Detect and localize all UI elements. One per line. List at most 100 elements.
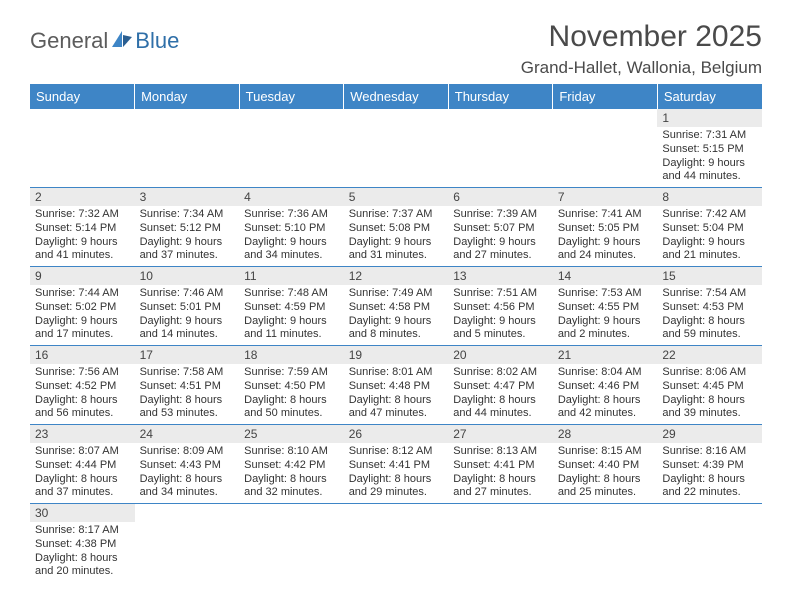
day-number: 17	[135, 346, 240, 364]
sunrise-line: Sunrise: 8:04 AM	[558, 366, 653, 380]
sunset-line: Sunset: 4:48 PM	[349, 380, 444, 394]
day-content: Sunrise: 8:17 AMSunset: 4:38 PMDaylight:…	[30, 522, 135, 582]
sunrise-line: Sunrise: 7:37 AM	[349, 208, 444, 222]
sunrise-line: Sunrise: 7:54 AM	[662, 287, 757, 301]
calendar-day-cell	[135, 109, 240, 188]
sunset-line: Sunset: 5:15 PM	[662, 143, 757, 157]
day-number: 18	[239, 346, 344, 364]
sunrise-line: Sunrise: 7:56 AM	[35, 366, 130, 380]
weekday-header: Tuesday	[239, 84, 344, 109]
sunset-line: Sunset: 4:58 PM	[349, 301, 444, 315]
calendar-week-row: 9Sunrise: 7:44 AMSunset: 5:02 PMDaylight…	[30, 267, 762, 346]
calendar-day-cell: 3Sunrise: 7:34 AMSunset: 5:12 PMDaylight…	[135, 188, 240, 267]
calendar-day-cell: 22Sunrise: 8:06 AMSunset: 4:45 PMDayligh…	[657, 346, 762, 425]
day-content: Sunrise: 7:51 AMSunset: 4:56 PMDaylight:…	[448, 285, 553, 345]
daylight-line: Daylight: 9 hours and 14 minutes.	[140, 315, 235, 343]
calendar-day-cell	[344, 504, 449, 583]
day-number: 6	[448, 188, 553, 206]
day-number: 22	[657, 346, 762, 364]
sunset-line: Sunset: 4:53 PM	[662, 301, 757, 315]
calendar-table: Sunday Monday Tuesday Wednesday Thursday…	[30, 84, 762, 582]
day-number: 3	[135, 188, 240, 206]
daylight-line: Daylight: 9 hours and 37 minutes.	[140, 236, 235, 264]
calendar-day-cell: 27Sunrise: 8:13 AMSunset: 4:41 PMDayligh…	[448, 425, 553, 504]
calendar-day-cell: 20Sunrise: 8:02 AMSunset: 4:47 PMDayligh…	[448, 346, 553, 425]
day-content: Sunrise: 8:09 AMSunset: 4:43 PMDaylight:…	[135, 443, 240, 503]
calendar-day-cell: 15Sunrise: 7:54 AMSunset: 4:53 PMDayligh…	[657, 267, 762, 346]
day-number: 28	[553, 425, 658, 443]
sunset-line: Sunset: 5:04 PM	[662, 222, 757, 236]
daylight-line: Daylight: 9 hours and 21 minutes.	[662, 236, 757, 264]
sunrise-line: Sunrise: 7:42 AM	[662, 208, 757, 222]
daylight-line: Daylight: 8 hours and 42 minutes.	[558, 394, 653, 422]
day-number: 13	[448, 267, 553, 285]
calendar-day-cell	[239, 109, 344, 188]
logo: General Blue	[30, 28, 179, 54]
sunrise-line: Sunrise: 8:10 AM	[244, 445, 339, 459]
month-title: November 2025	[521, 20, 762, 54]
weekday-header: Saturday	[657, 84, 762, 109]
calendar-week-row: 2Sunrise: 7:32 AMSunset: 5:14 PMDaylight…	[30, 188, 762, 267]
calendar-day-cell: 26Sunrise: 8:12 AMSunset: 4:41 PMDayligh…	[344, 425, 449, 504]
day-content: Sunrise: 7:32 AMSunset: 5:14 PMDaylight:…	[30, 206, 135, 266]
day-content: Sunrise: 8:13 AMSunset: 4:41 PMDaylight:…	[448, 443, 553, 503]
day-content: Sunrise: 7:42 AMSunset: 5:04 PMDaylight:…	[657, 206, 762, 266]
daylight-line: Daylight: 8 hours and 59 minutes.	[662, 315, 757, 343]
day-content: Sunrise: 7:41 AMSunset: 5:05 PMDaylight:…	[553, 206, 658, 266]
daylight-line: Daylight: 9 hours and 31 minutes.	[349, 236, 444, 264]
calendar-week-row: 16Sunrise: 7:56 AMSunset: 4:52 PMDayligh…	[30, 346, 762, 425]
calendar-day-cell: 17Sunrise: 7:58 AMSunset: 4:51 PMDayligh…	[135, 346, 240, 425]
sunrise-line: Sunrise: 7:36 AM	[244, 208, 339, 222]
day-number: 9	[30, 267, 135, 285]
calendar-day-cell: 6Sunrise: 7:39 AMSunset: 5:07 PMDaylight…	[448, 188, 553, 267]
sunset-line: Sunset: 4:44 PM	[35, 459, 130, 473]
day-content: Sunrise: 8:16 AMSunset: 4:39 PMDaylight:…	[657, 443, 762, 503]
sunset-line: Sunset: 4:45 PM	[662, 380, 757, 394]
day-number: 20	[448, 346, 553, 364]
location: Grand-Hallet, Wallonia, Belgium	[521, 58, 762, 78]
sunrise-line: Sunrise: 8:13 AM	[453, 445, 548, 459]
sunrise-line: Sunrise: 7:46 AM	[140, 287, 235, 301]
calendar-day-cell	[135, 504, 240, 583]
sunrise-line: Sunrise: 8:16 AM	[662, 445, 757, 459]
calendar-day-cell	[239, 504, 344, 583]
day-content: Sunrise: 7:44 AMSunset: 5:02 PMDaylight:…	[30, 285, 135, 345]
day-content: Sunrise: 8:06 AMSunset: 4:45 PMDaylight:…	[657, 364, 762, 424]
day-content: Sunrise: 7:49 AMSunset: 4:58 PMDaylight:…	[344, 285, 449, 345]
day-content: Sunrise: 7:37 AMSunset: 5:08 PMDaylight:…	[344, 206, 449, 266]
calendar-day-cell: 23Sunrise: 8:07 AMSunset: 4:44 PMDayligh…	[30, 425, 135, 504]
day-number: 19	[344, 346, 449, 364]
calendar-day-cell: 21Sunrise: 8:04 AMSunset: 4:46 PMDayligh…	[553, 346, 658, 425]
daylight-line: Daylight: 9 hours and 44 minutes.	[662, 157, 757, 185]
day-number: 2	[30, 188, 135, 206]
sunset-line: Sunset: 4:42 PM	[244, 459, 339, 473]
daylight-line: Daylight: 9 hours and 11 minutes.	[244, 315, 339, 343]
day-content: Sunrise: 7:48 AMSunset: 4:59 PMDaylight:…	[239, 285, 344, 345]
calendar-day-cell: 16Sunrise: 7:56 AMSunset: 4:52 PMDayligh…	[30, 346, 135, 425]
daylight-line: Daylight: 9 hours and 27 minutes.	[453, 236, 548, 264]
day-number: 8	[657, 188, 762, 206]
day-content: Sunrise: 7:53 AMSunset: 4:55 PMDaylight:…	[553, 285, 658, 345]
weekday-header: Monday	[135, 84, 240, 109]
sunset-line: Sunset: 4:46 PM	[558, 380, 653, 394]
daylight-line: Daylight: 9 hours and 34 minutes.	[244, 236, 339, 264]
calendar-day-cell	[553, 109, 658, 188]
day-content: Sunrise: 8:02 AMSunset: 4:47 PMDaylight:…	[448, 364, 553, 424]
sunset-line: Sunset: 5:05 PM	[558, 222, 653, 236]
daylight-line: Daylight: 8 hours and 22 minutes.	[662, 473, 757, 501]
day-content: Sunrise: 7:46 AMSunset: 5:01 PMDaylight:…	[135, 285, 240, 345]
daylight-line: Daylight: 8 hours and 34 minutes.	[140, 473, 235, 501]
daylight-line: Daylight: 8 hours and 50 minutes.	[244, 394, 339, 422]
logo-text-blue: Blue	[135, 28, 179, 54]
day-content: Sunrise: 7:39 AMSunset: 5:07 PMDaylight:…	[448, 206, 553, 266]
sunrise-line: Sunrise: 7:48 AM	[244, 287, 339, 301]
sunset-line: Sunset: 5:08 PM	[349, 222, 444, 236]
sunset-line: Sunset: 4:59 PM	[244, 301, 339, 315]
calendar-day-cell: 30Sunrise: 8:17 AMSunset: 4:38 PMDayligh…	[30, 504, 135, 583]
day-number: 29	[657, 425, 762, 443]
sunrise-line: Sunrise: 7:59 AM	[244, 366, 339, 380]
sunset-line: Sunset: 4:41 PM	[349, 459, 444, 473]
sunrise-line: Sunrise: 8:12 AM	[349, 445, 444, 459]
day-content: Sunrise: 7:31 AMSunset: 5:15 PMDaylight:…	[657, 127, 762, 187]
sunrise-line: Sunrise: 7:41 AM	[558, 208, 653, 222]
